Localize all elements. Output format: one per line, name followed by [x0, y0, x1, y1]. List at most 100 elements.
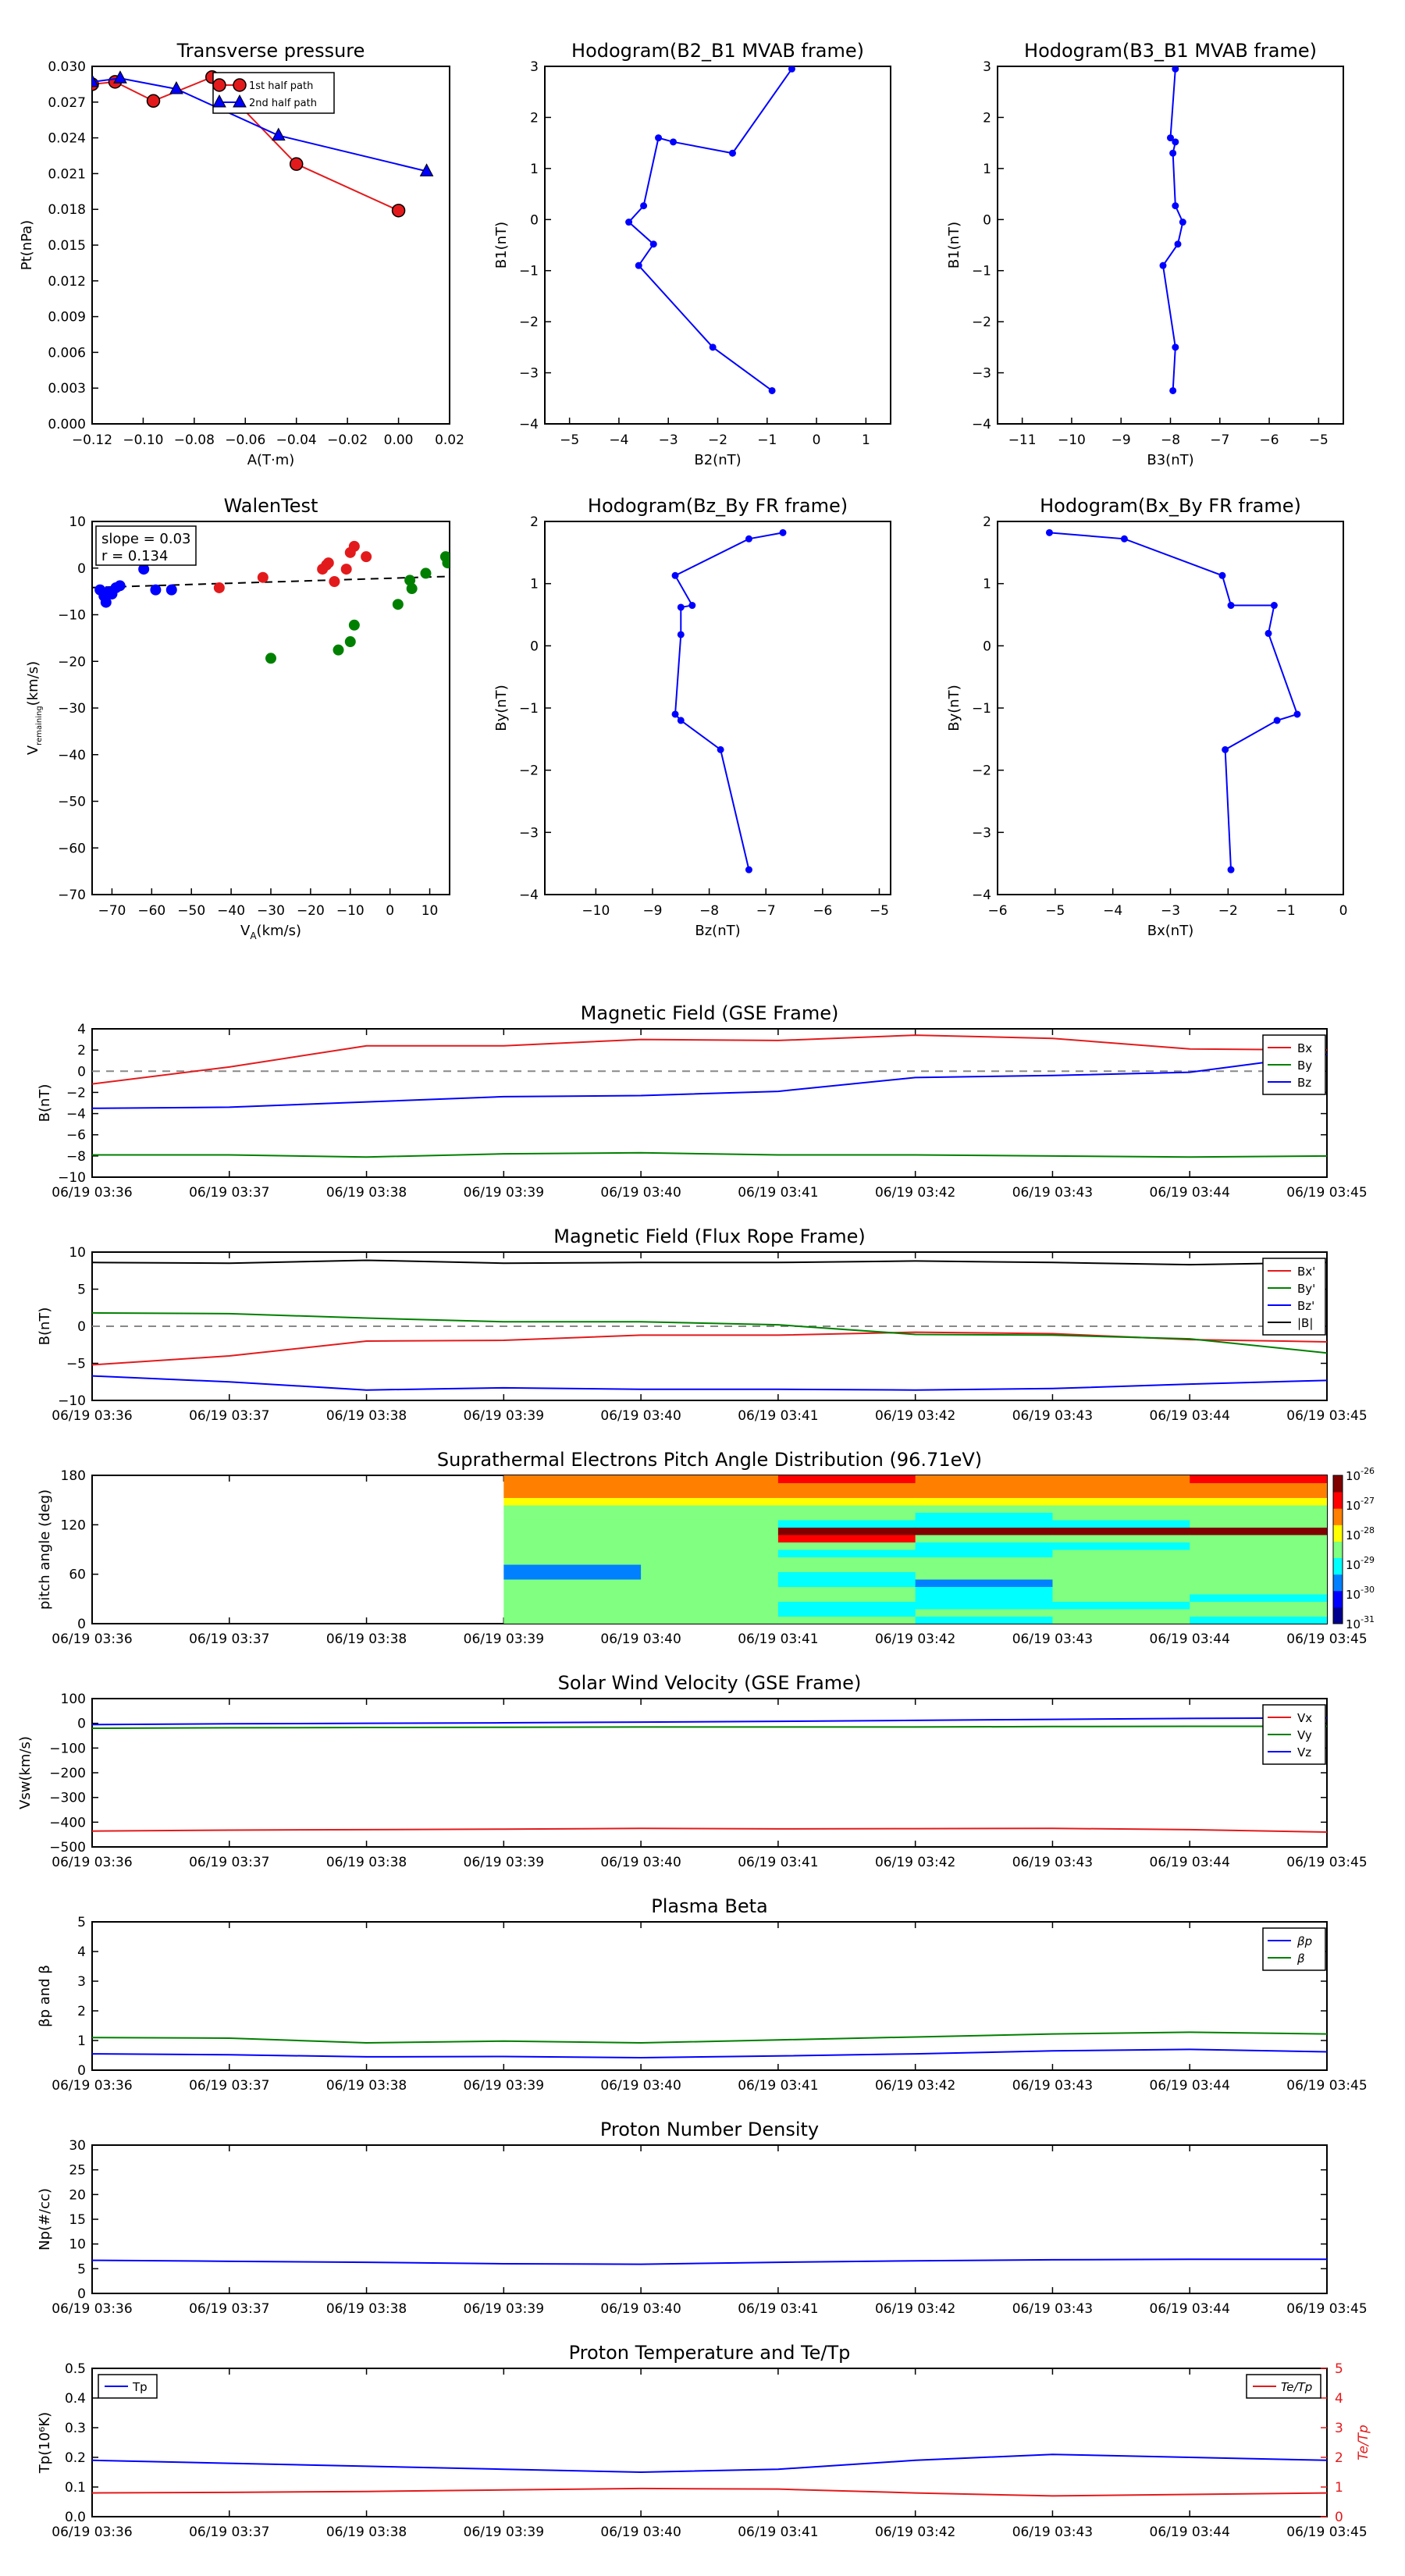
colorbar-base: 10 [1346, 1469, 1361, 1483]
data-point [361, 551, 372, 563]
heatmap-cell [641, 1594, 779, 1602]
series-0 [1159, 66, 1186, 394]
data-point [677, 603, 685, 611]
data-point [150, 584, 162, 596]
heatmap-cell [503, 1497, 642, 1506]
colorbar-base: 10 [1346, 1499, 1361, 1513]
y-tick-label: 25 [69, 2163, 86, 2179]
x-tick-label: 06/19 03:43 [1012, 2078, 1093, 2094]
data-point [1218, 571, 1226, 579]
x-tick-label: 06/19 03:43 [1012, 1408, 1093, 1424]
heatmap-cell [503, 1520, 642, 1528]
heatmap-cell [641, 1490, 779, 1498]
data-point [625, 219, 633, 226]
chart-title: Magnetic Field (GSE Frame) [581, 1002, 839, 1024]
y-axis-label: Vsw(km/s) [17, 1736, 34, 1809]
heatmap-cell [915, 1505, 1053, 1513]
heatmap-cell [503, 1594, 642, 1602]
y-tick-label: −2 [972, 315, 991, 330]
y-tick-label: 0.4 [65, 2391, 86, 2407]
heatmap-cell [503, 1609, 642, 1617]
y-tick-label: −10 [58, 1393, 86, 1409]
y-tick-label: 180 [61, 1468, 86, 1484]
chart-title: Magnetic Field (Flux Rope Frame) [553, 1226, 865, 1247]
y-axis-label: βp and β [37, 1965, 53, 2027]
y-tick-label: 5 [77, 1283, 86, 1298]
y-tick-label: 3 [530, 59, 539, 75]
heatmap-cell [641, 1520, 779, 1528]
y-tick-label: 0 [77, 2063, 86, 2079]
x-tick-label: 06/19 03:39 [464, 1408, 544, 1424]
y-tick-label: 15 [69, 2212, 86, 2228]
heatmap-cell [1190, 1490, 1327, 1498]
data-point [289, 157, 304, 171]
y-tick-label: 0.018 [48, 202, 86, 218]
heatmap-cell [1052, 1594, 1190, 1602]
y-tick-label: 0 [77, 1717, 86, 1732]
heatmap-cell [1190, 1557, 1327, 1565]
heatmap-cell [1052, 1571, 1190, 1580]
heatmap-cell [641, 1550, 779, 1557]
heatmap-cell [1190, 1609, 1327, 1617]
y-axis-label: By(nT) [493, 685, 510, 731]
heatmap-cell [1052, 1616, 1190, 1624]
legend-label: Vz [1297, 1745, 1311, 1759]
heatmap-cell [503, 1601, 642, 1610]
colorbar-segment [1333, 1525, 1343, 1542]
y-tick-label: 10 [69, 2237, 86, 2253]
chart-hodo_b3_b1: Hodogram(B3_B1 MVAB frame)−11 −10 −9 −8 −7 −6… [946, 40, 1344, 468]
data-point [1169, 149, 1177, 157]
y-tick-label: 0 [77, 1617, 86, 1632]
plot-area [92, 1259, 1327, 1391]
legend: Bx' By' Bz' |B| [1262, 1258, 1326, 1336]
y-tick-label: 0 [1335, 2510, 1343, 2525]
y-tick-label: −400 [49, 1815, 86, 1831]
x-tick-label: −8 [699, 903, 719, 919]
x-tick-label: 06/19 03:37 [189, 1185, 269, 1201]
heatmap-cell [641, 1535, 779, 1542]
x-axis-label: B2(nT) [694, 452, 741, 468]
data-point [1169, 386, 1177, 394]
x-tick-label: −1 [1276, 903, 1296, 919]
series-line-0 [92, 2258, 1327, 2265]
y-tick-label: −300 [49, 1791, 86, 1806]
heatmap-cell [915, 1475, 1053, 1483]
heatmap-cell [1190, 1594, 1327, 1602]
series-line-0 [92, 1827, 1327, 1833]
chart-title: Transverse pressure [176, 40, 365, 62]
x-tick-label: −0.04 [276, 432, 317, 448]
heatmap-cell [777, 1527, 916, 1535]
heatmap-cell [503, 1490, 642, 1498]
y-tick-label: −3 [972, 825, 991, 841]
colorbar-frame [1332, 1475, 1343, 1624]
x-tick-label: −10 [582, 903, 610, 919]
data-point [420, 568, 432, 579]
x-tick-label: 06/19 03:40 [600, 2524, 681, 2540]
plot-frame [997, 521, 1344, 895]
legend-label: Bz [1297, 1076, 1311, 1090]
chart-hodo_bz_by: Hodogram(Bz_By FR frame)−10 −9 −8 −7 −6 −5−4−… [493, 495, 891, 939]
y-tick-label: −1 [972, 701, 991, 717]
legend-label: Bz' [1297, 1299, 1314, 1313]
y-tick-label: 0.027 [48, 95, 86, 111]
heatmap-cell [1190, 1482, 1327, 1491]
y-axis-label: Np(#/cc) [37, 2188, 53, 2250]
heatmap-cell [503, 1579, 642, 1587]
x-tick-label: 06/19 03:44 [1150, 2078, 1230, 2094]
colorbar-segment [1333, 1475, 1343, 1493]
heatmap-cell [777, 1475, 916, 1483]
x-tick-label: 06/19 03:37 [189, 1855, 269, 1870]
data-point [212, 78, 226, 92]
y-axis-label: B1(nT) [493, 222, 510, 269]
heatmap-cell [503, 1505, 642, 1513]
data-point [688, 602, 696, 610]
heatmap-cell [915, 1564, 1053, 1572]
y-axis-label-sub: remaining [35, 706, 44, 745]
data-point [344, 636, 356, 648]
heatmap-cell [641, 1564, 779, 1572]
heatmap-cell [1190, 1520, 1327, 1528]
heatmap-cell [1190, 1586, 1327, 1595]
heatmap-cell [1190, 1497, 1327, 1506]
x-tick-label: −3 [659, 432, 678, 448]
